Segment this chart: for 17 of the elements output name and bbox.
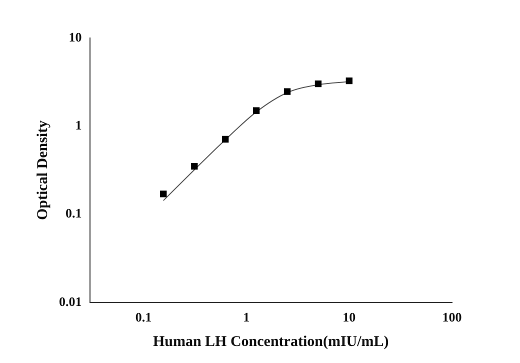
y-tick-label: 10 bbox=[68, 29, 82, 44]
point bbox=[284, 88, 291, 95]
point bbox=[314, 80, 322, 88]
x-tick-label: 1 bbox=[243, 310, 250, 325]
y-tick-label: 0.01 bbox=[59, 294, 82, 309]
point bbox=[191, 162, 198, 170]
point bbox=[160, 190, 167, 198]
x-axis-title: Human LH Concentration(mIU/mL) bbox=[152, 334, 389, 350]
y-tick-label: 0.1 bbox=[66, 206, 82, 221]
point bbox=[222, 136, 229, 143]
x-tick-label: 100 bbox=[442, 310, 462, 325]
point bbox=[252, 107, 260, 114]
y-axis-title: Optical Density bbox=[34, 120, 51, 220]
x-tick-label: 10 bbox=[342, 310, 356, 325]
point bbox=[346, 77, 352, 84]
x-tick-label: 0.1 bbox=[135, 310, 152, 325]
y-tick-label: 1 bbox=[75, 117, 82, 132]
